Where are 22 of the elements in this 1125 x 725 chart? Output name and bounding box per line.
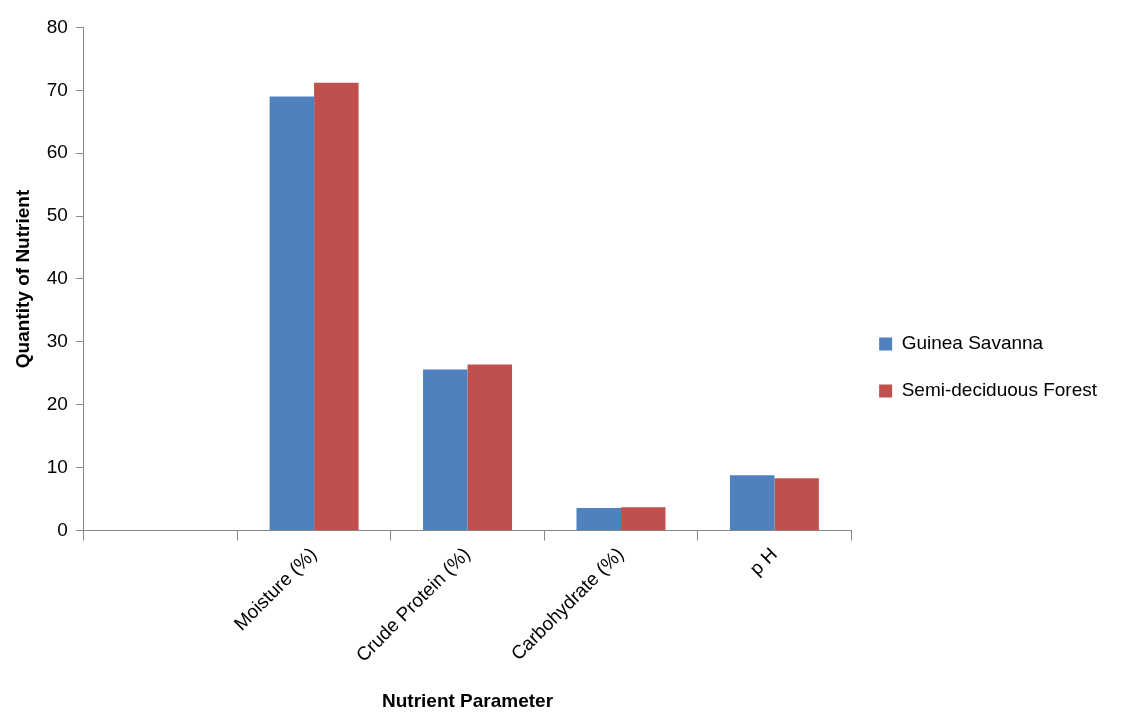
- y-tick-label: 30: [46, 330, 68, 352]
- y-tick-label: 10: [46, 455, 68, 477]
- bar: [620, 507, 666, 531]
- legend-label: Guinea Savanna: [901, 332, 1044, 354]
- y-tick-label: 0: [57, 518, 68, 540]
- y-tick-label: 80: [46, 15, 68, 37]
- bar: [269, 96, 315, 531]
- x-axis-title: Nutrient Parameter: [382, 689, 554, 711]
- legend-label: Semi-deciduous Forest: [901, 379, 1098, 401]
- bar: [576, 507, 621, 531]
- bar: [423, 369, 468, 531]
- y-tick-label: 40: [46, 267, 68, 289]
- y-tick-label: 20: [46, 393, 68, 414]
- x-tick-label: p H: [745, 543, 781, 580]
- y-tick-label: 70: [46, 78, 68, 100]
- y-axis-title: Quantity of Nutrient: [11, 189, 33, 369]
- y-tick-label: 50: [46, 204, 68, 226]
- bar: [467, 364, 513, 531]
- bar: [774, 478, 819, 531]
- y-tick-label: 60: [46, 141, 68, 163]
- bar: [314, 82, 359, 531]
- bar: [729, 475, 775, 531]
